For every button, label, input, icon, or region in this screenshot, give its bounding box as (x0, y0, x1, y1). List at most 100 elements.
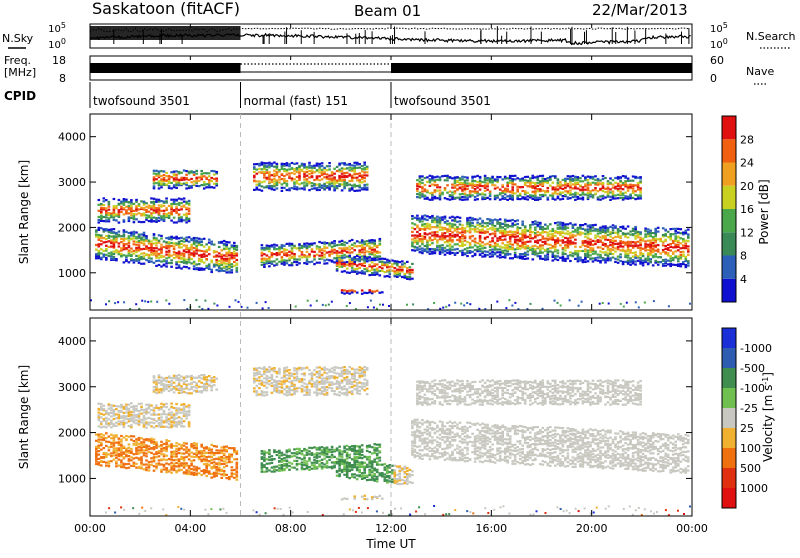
power-cell (140, 263, 143, 265)
power-cell (474, 230, 477, 232)
power-cell (150, 197, 153, 199)
power-cell (637, 231, 640, 233)
power-cell (461, 227, 464, 229)
velocity-cell (128, 425, 131, 427)
velocity-cell (115, 425, 118, 427)
power-cell (539, 244, 542, 246)
power-cell (654, 256, 657, 258)
power-cell (288, 165, 291, 167)
power-cell (647, 262, 650, 264)
velocity-cell (133, 417, 136, 419)
power-cell (459, 245, 462, 247)
power-cell (581, 301, 583, 303)
power-cell (103, 231, 106, 233)
power-cell (148, 205, 151, 207)
power-colorbar-swatch (722, 279, 736, 302)
power-cell (178, 171, 181, 173)
power-cell (602, 231, 605, 233)
velocity-cell (220, 477, 223, 479)
velocity-cell (160, 441, 163, 443)
power-cell (451, 216, 454, 218)
velocity-cell (173, 445, 176, 447)
power-cell (228, 262, 231, 264)
power-cell (632, 197, 635, 199)
power-cell (632, 230, 635, 232)
power-cell (481, 251, 484, 253)
power-cell (619, 260, 622, 262)
velocity-cell (130, 439, 133, 441)
power-cell (353, 162, 356, 164)
power-cell (168, 175, 171, 177)
power-cell (532, 250, 535, 252)
power-cell (308, 253, 311, 255)
power-cell (331, 241, 334, 243)
power-cell (193, 268, 196, 270)
power-cell (484, 250, 487, 252)
power-cell (677, 232, 680, 234)
power-cell (599, 254, 602, 256)
power-cell (233, 257, 236, 259)
power-cell (519, 233, 522, 235)
velocity-cell (125, 454, 128, 456)
power-cell (516, 198, 519, 200)
power-cell (524, 246, 527, 248)
power-cell (449, 229, 452, 231)
velocity-cell (223, 460, 226, 462)
power-cell (105, 245, 108, 247)
power-cell (313, 251, 316, 253)
power-cell (539, 255, 542, 257)
velocity-cell (123, 451, 126, 453)
power-cell (200, 241, 203, 243)
power-cell (612, 242, 615, 244)
power-cell (158, 220, 161, 222)
power-cell (198, 180, 201, 182)
power-cell (479, 218, 482, 220)
power-cell (634, 184, 637, 186)
power-cell (135, 258, 138, 260)
velocity-cell (163, 455, 166, 457)
velocity-cell (113, 415, 116, 417)
power-cell (577, 254, 580, 256)
power-cell (178, 198, 181, 200)
power-cell (193, 183, 196, 185)
noise-ytick-left-bottom: 100 (48, 37, 66, 52)
power-cell (158, 170, 161, 172)
power-cell (647, 240, 650, 242)
power-cell (348, 259, 351, 261)
power-cell (572, 252, 575, 254)
power-cell (479, 189, 482, 191)
power-cell (557, 259, 560, 261)
velocity-cell (128, 447, 131, 449)
power-cell (348, 167, 351, 169)
power-cell (542, 226, 545, 228)
velocity-cell (203, 455, 206, 457)
power-cell (155, 237, 158, 239)
power-cell (592, 253, 595, 255)
velocity-cell (223, 474, 226, 476)
power-cell (521, 179, 524, 181)
power-cell (461, 229, 464, 231)
power-cell (195, 299, 197, 301)
power-cell (263, 257, 266, 259)
power-cell (278, 176, 281, 178)
power-cell (351, 239, 354, 241)
power-cell (607, 187, 610, 189)
power-cell (283, 245, 286, 247)
power-cell (659, 261, 662, 263)
power-cell (569, 192, 572, 194)
velocity-cell (135, 463, 138, 465)
power-cell (509, 257, 512, 259)
power-cell (396, 269, 399, 271)
power-cell (98, 234, 101, 236)
power-cell (145, 235, 148, 237)
power-cell (178, 253, 181, 255)
power-cell (634, 257, 637, 259)
power-cell (128, 245, 131, 247)
power-cell (188, 254, 191, 256)
power-cell (266, 185, 269, 187)
power-cell (639, 249, 642, 251)
power-cell (323, 183, 326, 185)
power-cell (155, 242, 158, 244)
power-cell (281, 163, 284, 165)
power-cell (634, 190, 637, 192)
